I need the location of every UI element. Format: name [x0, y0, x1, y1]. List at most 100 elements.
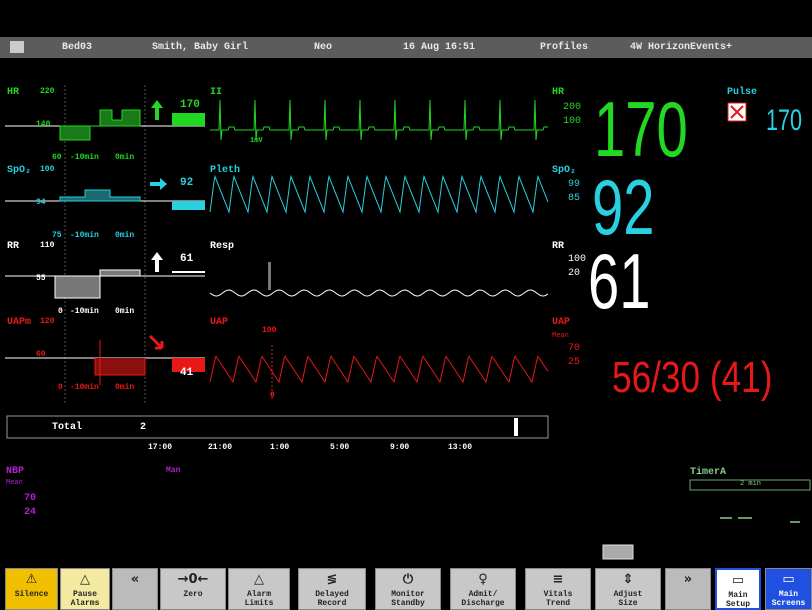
- softkey-label: Screens: [771, 599, 806, 608]
- hr-trend: [59, 109, 141, 141]
- spo2-value: 92: [592, 163, 655, 251]
- bed[interactable]: Bed03: [62, 42, 93, 53]
- softkey[interactable]: ⚠ Silence: [5, 568, 58, 610]
- rr-low: 20: [568, 268, 581, 279]
- softkey[interactable]: »: [665, 568, 711, 610]
- timeline-time: 21:00: [208, 443, 233, 452]
- trend-low: 60: [52, 153, 62, 162]
- softkey-icon: ▭: [782, 572, 795, 587]
- uap-sub: Mean: [552, 332, 569, 340]
- wave-scale: 0: [270, 391, 275, 400]
- softkey-label: Main: [728, 591, 748, 600]
- softkey-label: Setup: [725, 600, 750, 609]
- trend-label: RR: [7, 241, 20, 252]
- uap-wave: [209, 355, 549, 384]
- wave-label: II: [210, 87, 223, 98]
- menu-icon[interactable]: [10, 41, 24, 53]
- resp-marker: [268, 262, 271, 290]
- hr-value: 170: [594, 85, 688, 173]
- softkey-icon: ▭: [731, 573, 745, 588]
- spo2-value-bar: [172, 201, 205, 210]
- pulse-label: Pulse: [727, 87, 758, 98]
- timer-label: TimerA: [690, 467, 727, 478]
- trend-time-end: 0min: [115, 153, 135, 162]
- spo2-low: 85: [568, 193, 581, 204]
- hr-value-bar: [172, 113, 205, 126]
- softkey-label: Discharge: [461, 599, 505, 608]
- softkey-icon: ≶: [326, 572, 338, 587]
- timer-dashes: [720, 517, 800, 523]
- softkey[interactable]: △ Pause Alarms: [60, 568, 110, 610]
- resp-wave: [209, 289, 549, 297]
- wave-label: UAP: [210, 317, 229, 328]
- timer-value: 2 min: [740, 480, 762, 488]
- rr-high: 100: [568, 254, 587, 265]
- trend-value: 92: [180, 177, 194, 189]
- softkey-label: Admit/: [468, 590, 498, 599]
- trend-low: 0: [58, 307, 63, 316]
- wave-scale: 100: [262, 326, 277, 335]
- trend-mid: 55: [36, 274, 46, 283]
- softkey[interactable]: ≡ Vitals Trend: [525, 568, 591, 610]
- trend-high: 100: [40, 165, 55, 174]
- patient-category: Neo: [314, 42, 333, 53]
- rr-trend: [54, 269, 141, 299]
- rr-label: RR: [552, 241, 565, 252]
- nbp-low: 24: [24, 507, 37, 518]
- softkey[interactable]: ♀ Admit/Discharge: [450, 568, 516, 610]
- trend-mid: 94: [36, 198, 46, 207]
- softkey-label: Size: [618, 599, 638, 608]
- uap-low: 25: [568, 357, 581, 368]
- softkey-label: Standby: [391, 599, 425, 608]
- softkey-icon: △: [254, 572, 264, 587]
- trend-baselines: [5, 125, 205, 359]
- uap-value: 56/30 (41): [612, 353, 773, 402]
- softkey-label: Trend: [545, 599, 570, 608]
- timeline-time: 13:00: [448, 443, 473, 452]
- softkey[interactable]: «: [112, 568, 158, 610]
- trend-mid: 140: [36, 120, 51, 129]
- softkey-label: Pause: [72, 590, 97, 599]
- trend-high: 110: [40, 241, 55, 250]
- spo2-high: 99: [568, 179, 581, 190]
- timeline-time: 9:00: [390, 443, 410, 452]
- trend-time-end: 0min: [115, 383, 135, 392]
- softkey[interactable]: ▭ Main Setup: [715, 568, 761, 610]
- spo2-trend: [59, 189, 141, 202]
- trend-high: 220: [40, 87, 55, 96]
- softkey[interactable]: ≶ Delayed Record: [298, 568, 366, 610]
- date-time: 16 Aug 16:51: [403, 42, 476, 53]
- softkey-icon: ⏻: [402, 572, 414, 587]
- softkey[interactable]: ⏻ Monitor Standby: [375, 568, 441, 610]
- uap-value-bar: [172, 358, 205, 372]
- status-bar: Bed03 Smith, Baby Girl Neo 16 Aug 16:51 …: [0, 37, 812, 58]
- events[interactable]: 4W HorizonEvents+: [630, 42, 733, 53]
- timeline-value: 2: [140, 422, 147, 433]
- profiles[interactable]: Profiles: [540, 42, 589, 53]
- softkey[interactable]: ⇕ Adjust Size: [595, 568, 661, 610]
- trend-time-start: -10min: [70, 153, 99, 162]
- softkey-label: Monitor: [391, 590, 425, 599]
- pulse-alarm-cross: [730, 105, 744, 119]
- softkey[interactable]: ▭ Main Screens: [765, 568, 812, 610]
- spo2-arrow: [150, 178, 167, 190]
- softkey-icon: →0←: [177, 572, 209, 587]
- timeline-time: 1:00: [270, 443, 290, 452]
- trend-time-end: 0min: [115, 307, 135, 316]
- softkey[interactable]: △ Alarm Limits: [228, 568, 290, 610]
- softkey-icon: ⚠: [25, 572, 38, 587]
- trend-time-start: -10min: [70, 231, 99, 240]
- trend-label: SpO₂: [7, 165, 32, 176]
- trend-label: HR: [7, 87, 20, 98]
- nbp-sub: Mean: [6, 479, 23, 487]
- hr-label: HR: [552, 87, 565, 98]
- trend-value: 61: [180, 253, 194, 265]
- trend-time-start: -10min: [70, 307, 99, 316]
- softkey-label: Delayed: [315, 590, 349, 599]
- trend-value: 41: [180, 367, 194, 379]
- softkey-label: Limits: [244, 599, 274, 608]
- keyboard-icon[interactable]: [602, 544, 634, 560]
- softkey[interactable]: →0← Zero: [160, 568, 226, 610]
- patient-name[interactable]: Smith, Baby Girl: [152, 42, 249, 53]
